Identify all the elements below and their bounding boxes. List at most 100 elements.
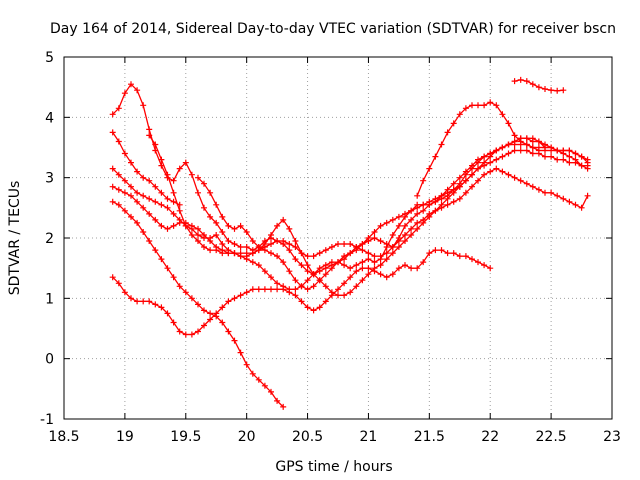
data-point bbox=[359, 259, 366, 266]
data-point bbox=[432, 153, 439, 160]
data-point bbox=[414, 219, 421, 226]
data-point bbox=[225, 222, 232, 229]
data-point bbox=[395, 213, 402, 220]
data-point bbox=[237, 349, 244, 356]
data-point bbox=[322, 283, 329, 290]
data-point bbox=[292, 292, 299, 299]
data-point bbox=[322, 247, 329, 254]
data-point bbox=[268, 388, 274, 395]
data-point bbox=[487, 99, 494, 106]
data-point bbox=[414, 210, 421, 217]
series-e bbox=[109, 147, 591, 260]
data-point bbox=[481, 159, 488, 166]
data-point bbox=[584, 159, 591, 166]
data-point bbox=[328, 244, 335, 250]
data-point bbox=[213, 232, 220, 238]
data-point bbox=[554, 147, 561, 154]
data-point bbox=[261, 247, 268, 254]
data-point bbox=[164, 204, 171, 211]
data-point bbox=[134, 298, 141, 305]
data-point bbox=[426, 210, 433, 217]
y-axis-label: SDTVAR / TECUs bbox=[7, 181, 23, 296]
data-point bbox=[353, 268, 360, 275]
data-point bbox=[213, 244, 220, 250]
data-point bbox=[341, 292, 348, 299]
data-point bbox=[243, 289, 250, 296]
data-point bbox=[231, 241, 238, 247]
data-point bbox=[554, 156, 561, 163]
data-point bbox=[164, 265, 171, 272]
data-point bbox=[438, 141, 445, 148]
data-point bbox=[237, 222, 244, 229]
data-point bbox=[523, 78, 530, 85]
data-point bbox=[298, 250, 305, 257]
y-tick-label: 1 bbox=[45, 291, 54, 307]
data-point bbox=[164, 171, 171, 178]
data-point bbox=[152, 183, 159, 190]
data-point bbox=[371, 259, 378, 266]
data-point bbox=[158, 189, 165, 196]
data-point bbox=[353, 283, 360, 290]
x-tick-label: 20.5 bbox=[292, 429, 323, 445]
data-point bbox=[365, 235, 372, 241]
data-point bbox=[426, 250, 433, 257]
data-point bbox=[578, 153, 585, 160]
data-point bbox=[237, 250, 244, 257]
data-point bbox=[542, 86, 548, 92]
data-point bbox=[535, 138, 542, 145]
y-tick-label: 2 bbox=[45, 231, 54, 247]
data-point bbox=[231, 250, 238, 257]
data-point bbox=[188, 331, 195, 338]
data-point bbox=[170, 222, 177, 229]
data-point bbox=[219, 213, 226, 220]
data-point bbox=[182, 331, 189, 338]
grid bbox=[64, 57, 612, 419]
data-point bbox=[188, 222, 195, 229]
data-point bbox=[219, 304, 226, 311]
data-point bbox=[578, 204, 585, 211]
data-point bbox=[201, 204, 207, 211]
data-point bbox=[286, 241, 293, 247]
data-point bbox=[261, 286, 268, 293]
data-point bbox=[213, 201, 220, 208]
data-point bbox=[140, 298, 147, 305]
data-point bbox=[158, 201, 165, 208]
data-point bbox=[365, 265, 372, 272]
data-point bbox=[341, 253, 348, 260]
data-point bbox=[487, 168, 494, 175]
data-point bbox=[353, 247, 360, 254]
series-layer bbox=[109, 76, 591, 410]
data-point bbox=[347, 241, 354, 247]
data-point bbox=[274, 222, 281, 229]
data-point bbox=[505, 150, 512, 157]
data-point bbox=[548, 153, 555, 160]
data-point bbox=[170, 177, 177, 184]
data-point bbox=[438, 192, 445, 199]
data-point bbox=[249, 286, 256, 293]
y-tick-label: 5 bbox=[45, 50, 54, 66]
data-point bbox=[201, 244, 207, 250]
data-point bbox=[578, 162, 585, 169]
data-point bbox=[402, 232, 408, 238]
data-point bbox=[109, 111, 116, 118]
series-i bbox=[414, 99, 591, 199]
data-point bbox=[481, 102, 488, 109]
data-point bbox=[505, 141, 512, 148]
data-point bbox=[201, 322, 207, 329]
data-point bbox=[158, 304, 165, 311]
data-point bbox=[195, 232, 201, 238]
data-point bbox=[310, 253, 317, 260]
data-point bbox=[414, 192, 421, 199]
data-point bbox=[353, 262, 360, 269]
data-point bbox=[505, 120, 512, 127]
data-point bbox=[414, 265, 421, 272]
data-point bbox=[146, 238, 153, 244]
data-point bbox=[560, 147, 567, 154]
series-line bbox=[197, 137, 546, 290]
data-point bbox=[195, 301, 201, 308]
data-point bbox=[414, 204, 421, 211]
data-point bbox=[237, 292, 244, 299]
data-point bbox=[402, 238, 408, 244]
data-point bbox=[493, 156, 500, 163]
